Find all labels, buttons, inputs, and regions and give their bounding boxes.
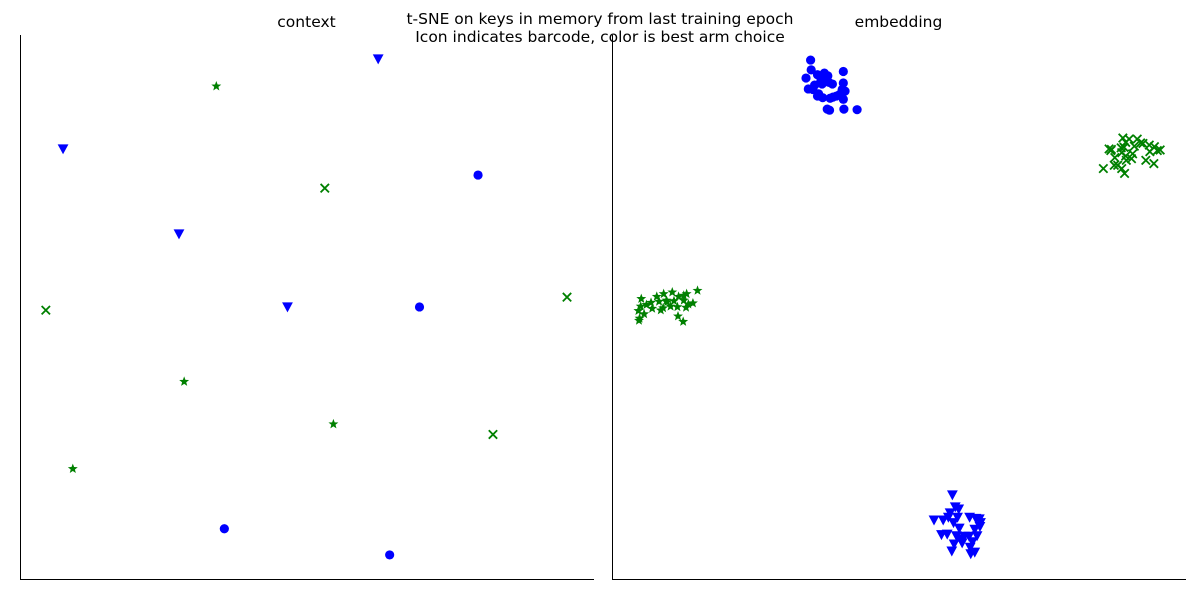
embedding-point-star-80 bbox=[654, 296, 665, 306]
embedding-point-triangle-down-112 bbox=[965, 549, 977, 560]
embedding-point-star-60 bbox=[692, 285, 703, 295]
embedding-point-triangle-down-96 bbox=[948, 518, 959, 529]
context-point-triangle-down-0 bbox=[372, 54, 384, 65]
embedding-point-x-51 bbox=[1145, 146, 1155, 157]
context-point-x-7 bbox=[40, 305, 51, 316]
context-point-x-4 bbox=[319, 183, 330, 193]
embedding-point-x-59 bbox=[1140, 155, 1151, 166]
context-point-circle-14 bbox=[219, 524, 229, 534]
embedding-point-star-89 bbox=[658, 302, 669, 313]
embedding-point-star-62 bbox=[681, 288, 692, 299]
embedding-point-x-52 bbox=[1127, 148, 1138, 159]
embedding-point-star-79 bbox=[646, 297, 656, 307]
embedding-point-triangle-down-105 bbox=[963, 531, 975, 542]
embedding-point-circle-7 bbox=[801, 73, 811, 83]
embedding-point-circle-18 bbox=[838, 78, 848, 88]
embedding-point-star-66 bbox=[636, 293, 647, 303]
embedding-point-star-73 bbox=[669, 295, 679, 306]
embedding-point-x-50 bbox=[1149, 158, 1159, 169]
embedding-point-triangle-down-100 bbox=[928, 515, 940, 526]
figure-title-line-2: Icon indicates barcode, color is best ar… bbox=[415, 28, 785, 46]
embedding-point-circle-29 bbox=[819, 68, 829, 78]
embedding-point-circle-13 bbox=[822, 104, 832, 114]
embedding-point-x-41 bbox=[1119, 142, 1129, 153]
embedding-point-star-88 bbox=[667, 287, 678, 297]
context-point-star-13 bbox=[67, 463, 78, 474]
context-point-triangle-down-2 bbox=[57, 144, 69, 155]
embedding-point-triangle-down-92 bbox=[953, 504, 965, 515]
context-point-triangle-down-5 bbox=[173, 229, 185, 240]
embedding-point-circle-27 bbox=[808, 84, 818, 95]
embedding-axes-title: embedding bbox=[855, 13, 943, 31]
embedding-point-x-56 bbox=[1106, 144, 1117, 155]
embedding-point-triangle-down-108 bbox=[974, 522, 986, 532]
embedding-point-x-58 bbox=[1120, 151, 1131, 161]
context-point-star-10 bbox=[179, 376, 190, 386]
embedding-point-x-53 bbox=[1112, 160, 1123, 171]
embedding-point-triangle-down-119 bbox=[973, 514, 985, 525]
embedding-point-star-87 bbox=[641, 299, 652, 309]
embedding-point-x-55 bbox=[1155, 145, 1166, 155]
embedding-point-triangle-down-102 bbox=[951, 531, 962, 542]
embedding-point-star-67 bbox=[635, 301, 646, 311]
embedding-point-star-71 bbox=[662, 296, 673, 307]
figure-title-line-1: t-SNE on keys in memory from last traini… bbox=[406, 10, 794, 28]
embedding-point-star-85 bbox=[678, 316, 689, 326]
embedding-point-x-49 bbox=[1119, 168, 1130, 179]
embedding-point-triangle-down-114 bbox=[956, 538, 968, 549]
embedding-point-star-78 bbox=[683, 299, 694, 309]
embedding-point-star-61 bbox=[678, 290, 689, 300]
embedding-point-x-34 bbox=[1135, 138, 1146, 148]
context-point-star-1 bbox=[211, 81, 222, 91]
embedding-point-circle-1 bbox=[806, 65, 816, 75]
embedding-point-circle-28 bbox=[840, 86, 850, 96]
context-point-circle-9 bbox=[414, 302, 425, 312]
embedding-point-circle-16 bbox=[839, 104, 849, 114]
embedding-point-star-65 bbox=[651, 291, 662, 301]
embedding-point-star-63 bbox=[673, 291, 684, 301]
embedding-point-triangle-down-116 bbox=[944, 508, 956, 519]
embedding-point-star-74 bbox=[672, 301, 683, 312]
embedding-point-x-54 bbox=[1129, 141, 1140, 152]
embedding-point-star-69 bbox=[647, 303, 658, 313]
embedding-point-star-86 bbox=[658, 288, 669, 299]
figure-title: t-SNE on keys in memory from last traini… bbox=[0, 10, 1200, 46]
context-point-triangle-down-8 bbox=[282, 302, 293, 313]
embedding-point-circle-0 bbox=[806, 55, 816, 65]
embedding-point-x-32 bbox=[1118, 133, 1128, 143]
embedding-point-triangle-down-109 bbox=[948, 539, 960, 550]
embedding-point-triangle-down-115 bbox=[953, 523, 965, 534]
embedding-point-triangle-down-90 bbox=[946, 490, 958, 501]
embedding-point-star-84 bbox=[673, 311, 683, 321]
embedding-point-star-68 bbox=[633, 305, 644, 315]
embedding-point-star-83 bbox=[634, 315, 644, 325]
context-axes-title: context bbox=[277, 13, 335, 31]
embedding-point-star-72 bbox=[665, 301, 676, 311]
context-point-x-12 bbox=[488, 429, 498, 440]
embedding-point-triangle-down-113 bbox=[946, 546, 958, 557]
embedding-point-star-81 bbox=[639, 308, 650, 319]
embedding-point-triangle-down-117 bbox=[967, 537, 978, 548]
context-panel: context bbox=[20, 13, 594, 580]
context-point-star-11 bbox=[328, 418, 339, 429]
embedding-point-x-43 bbox=[1109, 152, 1120, 163]
embedding-point-triangle-down-97 bbox=[952, 512, 963, 523]
embedding-point-triangle-down-99 bbox=[937, 515, 949, 526]
embedding-panel: embedding bbox=[612, 13, 1186, 580]
embedding-point-circle-21 bbox=[827, 79, 838, 89]
embedding-point-circle-22 bbox=[852, 105, 862, 115]
embedding-point-x-47 bbox=[1098, 163, 1109, 174]
context-point-x-6 bbox=[562, 292, 572, 302]
embedding-point-star-76 bbox=[678, 295, 689, 305]
embedding-point-triangle-down-118 bbox=[936, 530, 947, 541]
embedding-point-circle-23 bbox=[838, 66, 848, 77]
embedding-point-x-57 bbox=[1138, 138, 1148, 149]
embedding-point-x-46 bbox=[1109, 160, 1120, 171]
context-point-circle-3 bbox=[473, 170, 483, 180]
context-point-circle-15 bbox=[385, 550, 395, 560]
